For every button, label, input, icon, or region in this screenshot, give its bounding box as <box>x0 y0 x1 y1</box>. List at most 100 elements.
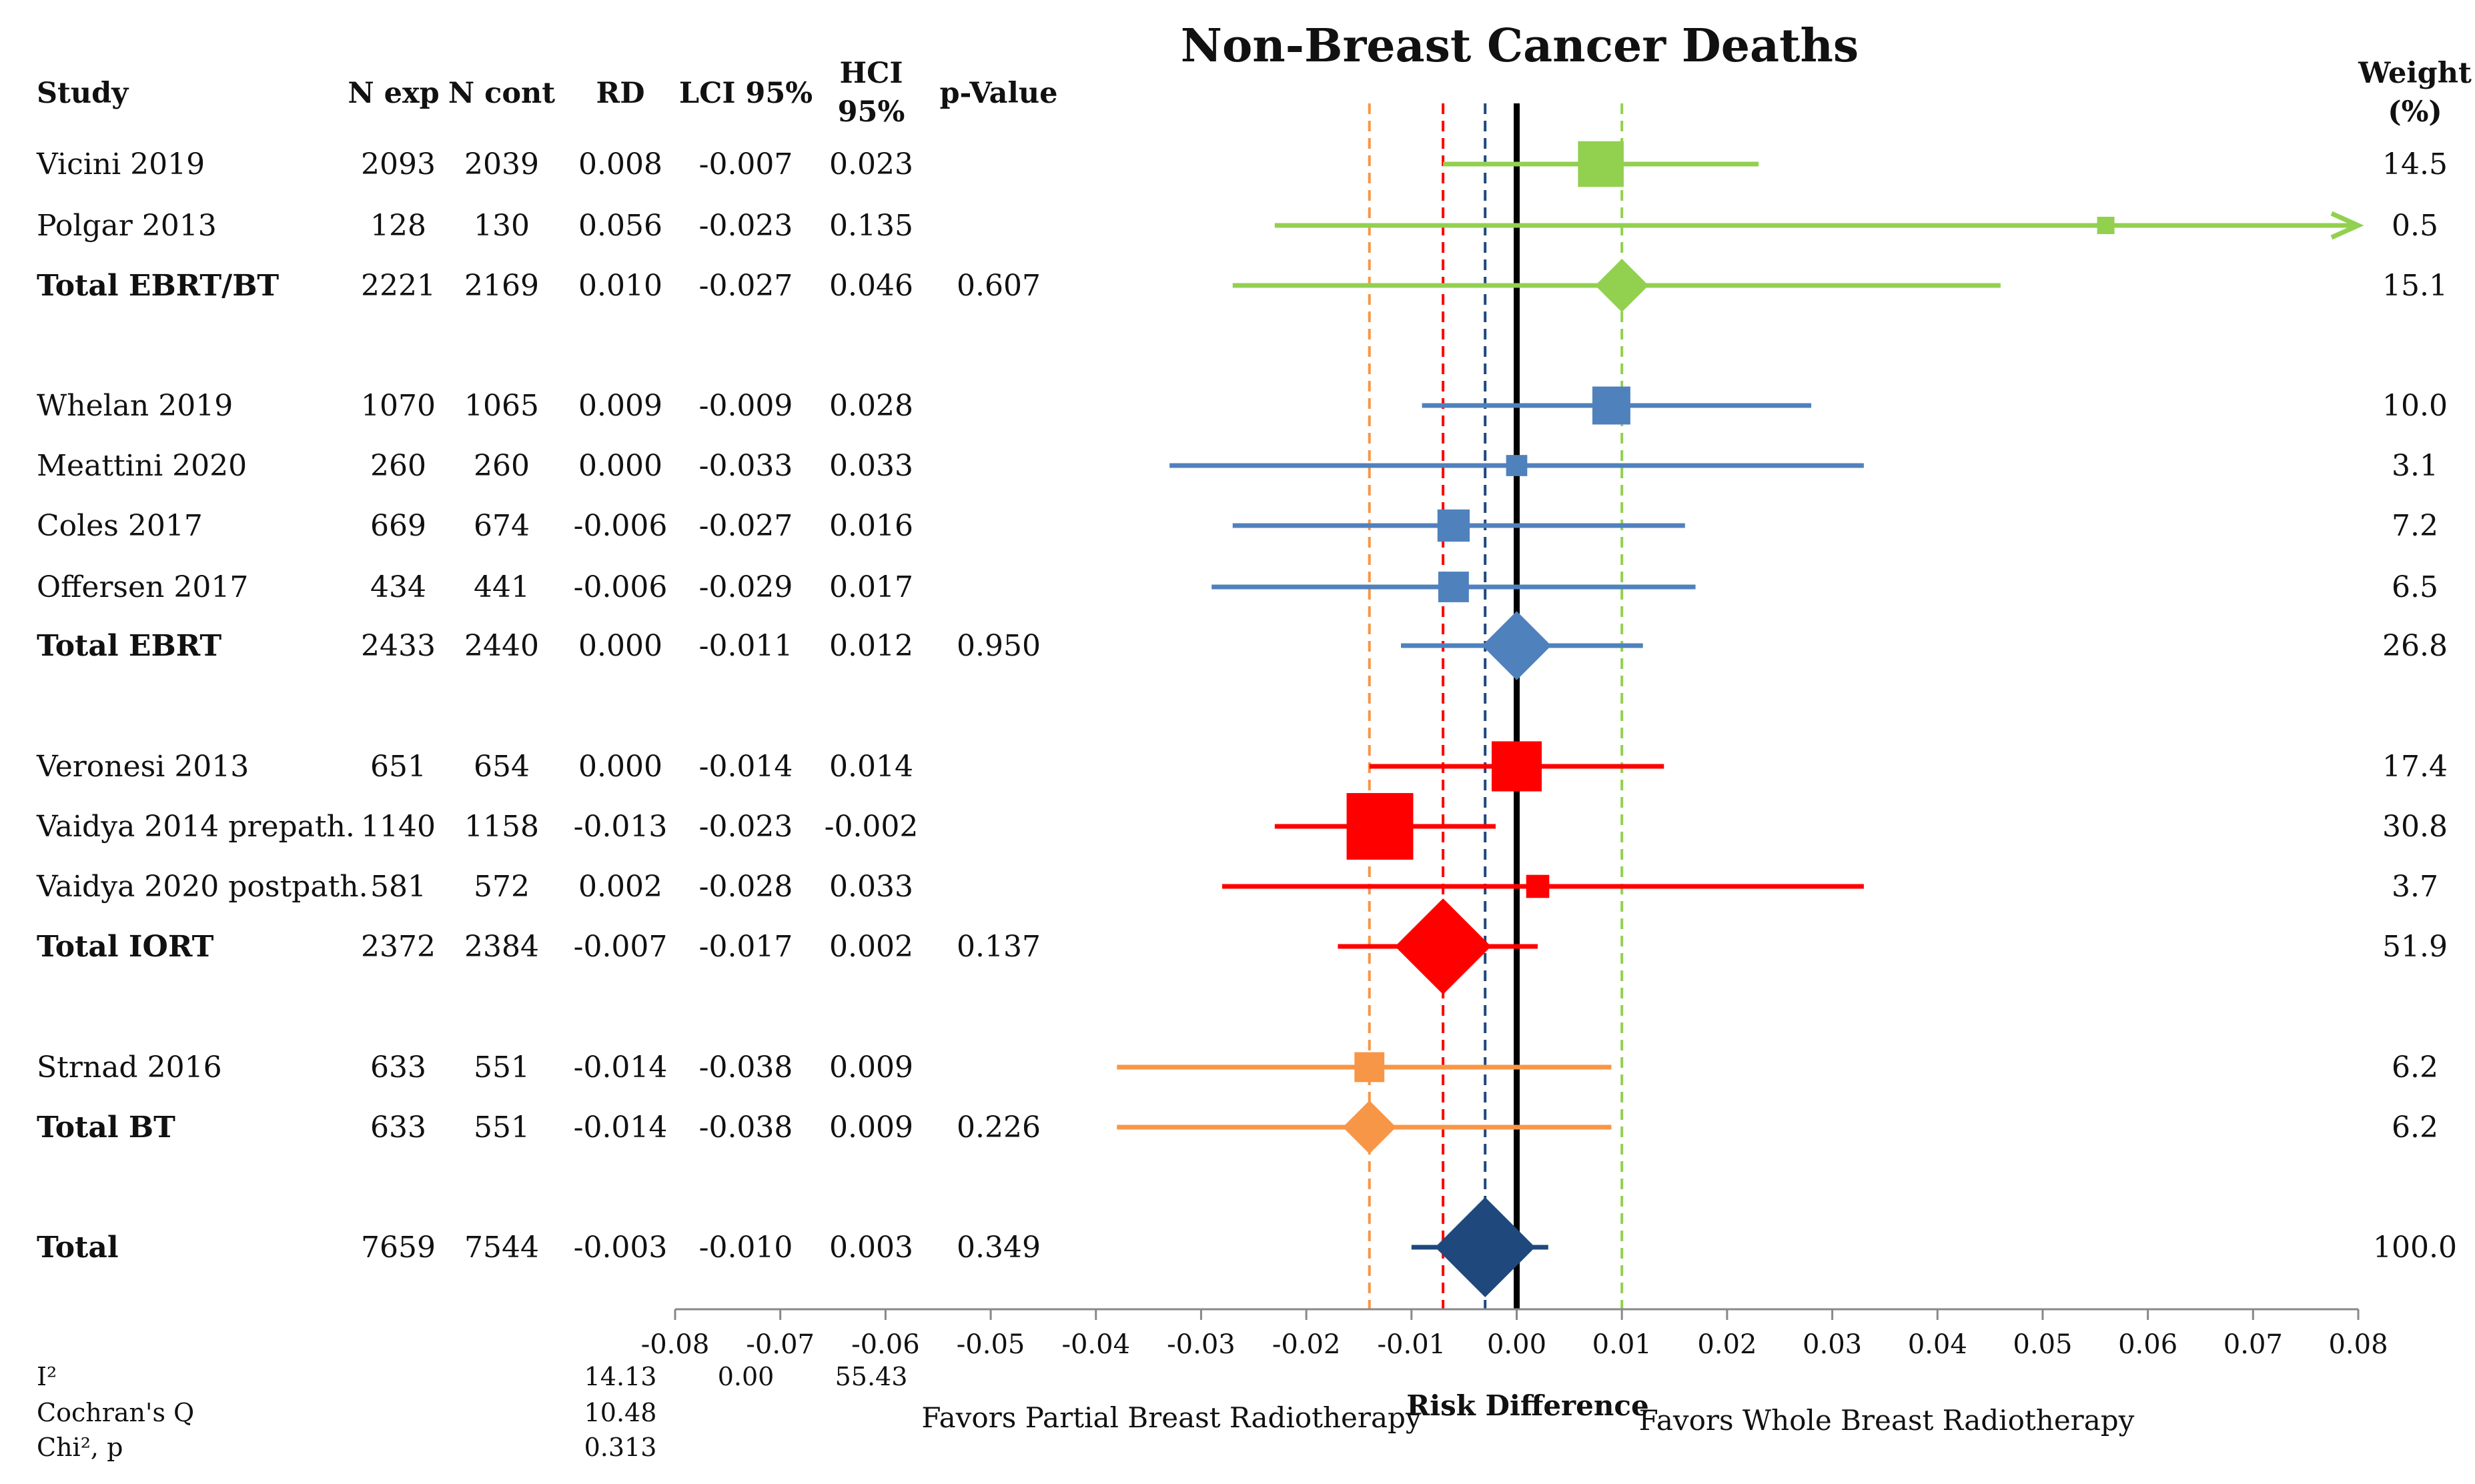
table-row: Total IORT 2372 2384 -0.007 -0.017 0.002 0.137… <box>37 898 2448 995</box>
cell-n_exp: 633 <box>370 1110 426 1145</box>
cochran-q-label: Cochran's Q <box>37 1398 194 1427</box>
study-name: Total IORT <box>37 930 214 964</box>
cell-lci: -0.038 <box>699 1110 793 1145</box>
cell-weight: 26.8 <box>2382 629 2448 663</box>
study-name: Meattini 2020 <box>37 449 247 483</box>
cell-hci: 0.014 <box>829 750 913 784</box>
cell-rd: 0.009 <box>578 389 662 423</box>
table-row: Offersen 2017 434 441 -0.006 -0.029 0.017 6.5 <box>37 570 2438 604</box>
x-tick-label: 0.04 <box>1908 1329 1967 1360</box>
favors-right-label: Favors Whole Breast Radiotherapy <box>1639 1404 2135 1437</box>
table-row: Total 7659 7544 -0.003 -0.010 0.003 0.349 100.0 <box>37 1197 2457 1297</box>
header-hci-line1: HCI <box>840 57 903 90</box>
pooled-estimate-diamond <box>1595 259 1649 312</box>
x-tick-label: 0.00 <box>1487 1329 1546 1360</box>
cell-p: 0.226 <box>957 1110 1041 1145</box>
cell-p: 0.950 <box>957 629 1041 663</box>
study-name: Strnad 2016 <box>37 1050 222 1084</box>
cell-p: 0.349 <box>957 1231 1041 1265</box>
point-estimate-square <box>2097 217 2115 234</box>
point-estimate-square <box>1437 509 1470 542</box>
table-row: Veronesi 2013 651 654 0.000 -0.014 0.014 17.4 <box>36 741 2448 792</box>
x-tick-label: -0.08 <box>641 1329 710 1360</box>
study-name: Total EBRT/BT <box>37 269 279 303</box>
cell-n_cont: 551 <box>474 1050 530 1084</box>
cell-n_cont: 2384 <box>464 930 539 964</box>
table-row: Strnad 2016 633 551 -0.014 -0.038 0.009 6.2 <box>37 1050 2438 1084</box>
cell-n_exp: 1070 <box>361 389 436 423</box>
i2-label: I² <box>37 1362 57 1391</box>
cell-hci: 0.012 <box>829 629 913 663</box>
cell-hci: 0.135 <box>829 209 913 243</box>
cell-hci: 0.033 <box>829 870 913 904</box>
table-row: Meattini 2020 260 260 0.000 -0.033 0.033 3.1 <box>37 449 2438 483</box>
cell-hci: 0.009 <box>829 1050 913 1084</box>
cell-n_cont: 551 <box>474 1110 530 1145</box>
study-name: Total BT <box>37 1110 175 1145</box>
cell-hci: 0.033 <box>829 449 913 483</box>
header-n-cont: N cont <box>448 77 555 110</box>
study-name: Total EBRT <box>37 629 221 663</box>
cell-rd: -0.013 <box>574 810 668 844</box>
point-estimate-square <box>1592 386 1630 425</box>
cell-lci: -0.038 <box>699 1050 793 1084</box>
i2-value-1: 14.13 <box>584 1362 657 1391</box>
cell-weight: 0.5 <box>2392 209 2438 243</box>
table-row: Total EBRT 2433 2440 0.000 -0.011 0.012 0.950 2… <box>37 611 2448 680</box>
cell-weight: 7.2 <box>2392 509 2438 543</box>
pooled-estimate-diamond <box>1482 611 1552 680</box>
pooled-estimate-diamond <box>1395 898 1492 995</box>
cell-rd: 0.010 <box>578 269 662 303</box>
cell-n_exp: 2433 <box>361 629 436 663</box>
cell-weight: 17.4 <box>2382 750 2448 784</box>
x-tick-label: 0.01 <box>1592 1329 1652 1360</box>
table-row: Vaidya 2014 prepath. 1140 1158 -0.013 -0.023… <box>36 793 2448 860</box>
x-tick-label: -0.04 <box>1061 1329 1130 1360</box>
cell-n_exp: 2372 <box>361 930 436 964</box>
x-tick-label: -0.03 <box>1167 1329 1235 1360</box>
cell-weight: 30.8 <box>2382 810 2448 844</box>
chart-title: Non-Breast Cancer Deaths <box>1181 19 1859 73</box>
cell-lci: -0.014 <box>699 750 793 784</box>
cell-n_exp: 1140 <box>361 810 436 844</box>
header-study: Study <box>37 77 129 110</box>
cell-n_cont: 1158 <box>464 810 539 844</box>
cell-n_exp: 581 <box>370 870 426 904</box>
cell-hci: 0.023 <box>829 147 913 181</box>
table-row: Vaidya 2020 postpath. 581 572 0.002 -0.028 0.… <box>36 870 2438 904</box>
study-name: Total <box>37 1231 119 1265</box>
cell-rd: -0.006 <box>574 509 668 543</box>
cell-n_cont: 260 <box>474 449 530 483</box>
point-estimate-square <box>1354 1052 1385 1082</box>
cell-lci: -0.028 <box>699 870 793 904</box>
point-estimate-square <box>1578 141 1624 187</box>
cell-n_exp: 2093 <box>361 147 436 181</box>
cell-hci: 0.016 <box>829 509 913 543</box>
cell-n_cont: 572 <box>474 870 530 904</box>
cell-weight: 3.7 <box>2392 870 2438 904</box>
cell-n_exp: 2221 <box>361 269 436 303</box>
cell-weight: 6.5 <box>2392 570 2438 604</box>
cell-hci: 0.009 <box>829 1110 913 1145</box>
x-axis-label: Risk Difference <box>1406 1389 1648 1422</box>
cell-hci: 0.046 <box>829 269 913 303</box>
cell-hci: 0.028 <box>829 389 913 423</box>
ci-arrow <box>2330 211 2364 240</box>
table-row: Total BT 633 551 -0.014 -0.038 0.009 0.226 6.2 <box>37 1100 2438 1154</box>
x-tick-label: -0.05 <box>957 1329 1025 1360</box>
cell-n_cont: 2169 <box>464 269 539 303</box>
cell-rd: 0.000 <box>578 629 662 663</box>
cell-hci: 0.017 <box>829 570 913 604</box>
cell-n_exp: 128 <box>370 209 426 243</box>
cell-n_cont: 2440 <box>464 629 539 663</box>
cell-n_exp: 633 <box>370 1050 426 1084</box>
study-name: Whelan 2019 <box>37 389 233 423</box>
x-tick-label: -0.06 <box>851 1329 920 1360</box>
i2-value-3: 55.43 <box>835 1362 908 1391</box>
x-tick-label: 0.02 <box>1697 1329 1757 1360</box>
x-tick-label: -0.07 <box>746 1329 815 1360</box>
cell-n_exp: 260 <box>370 449 426 483</box>
cell-lci: -0.033 <box>699 449 793 483</box>
point-estimate-square <box>1526 874 1550 898</box>
